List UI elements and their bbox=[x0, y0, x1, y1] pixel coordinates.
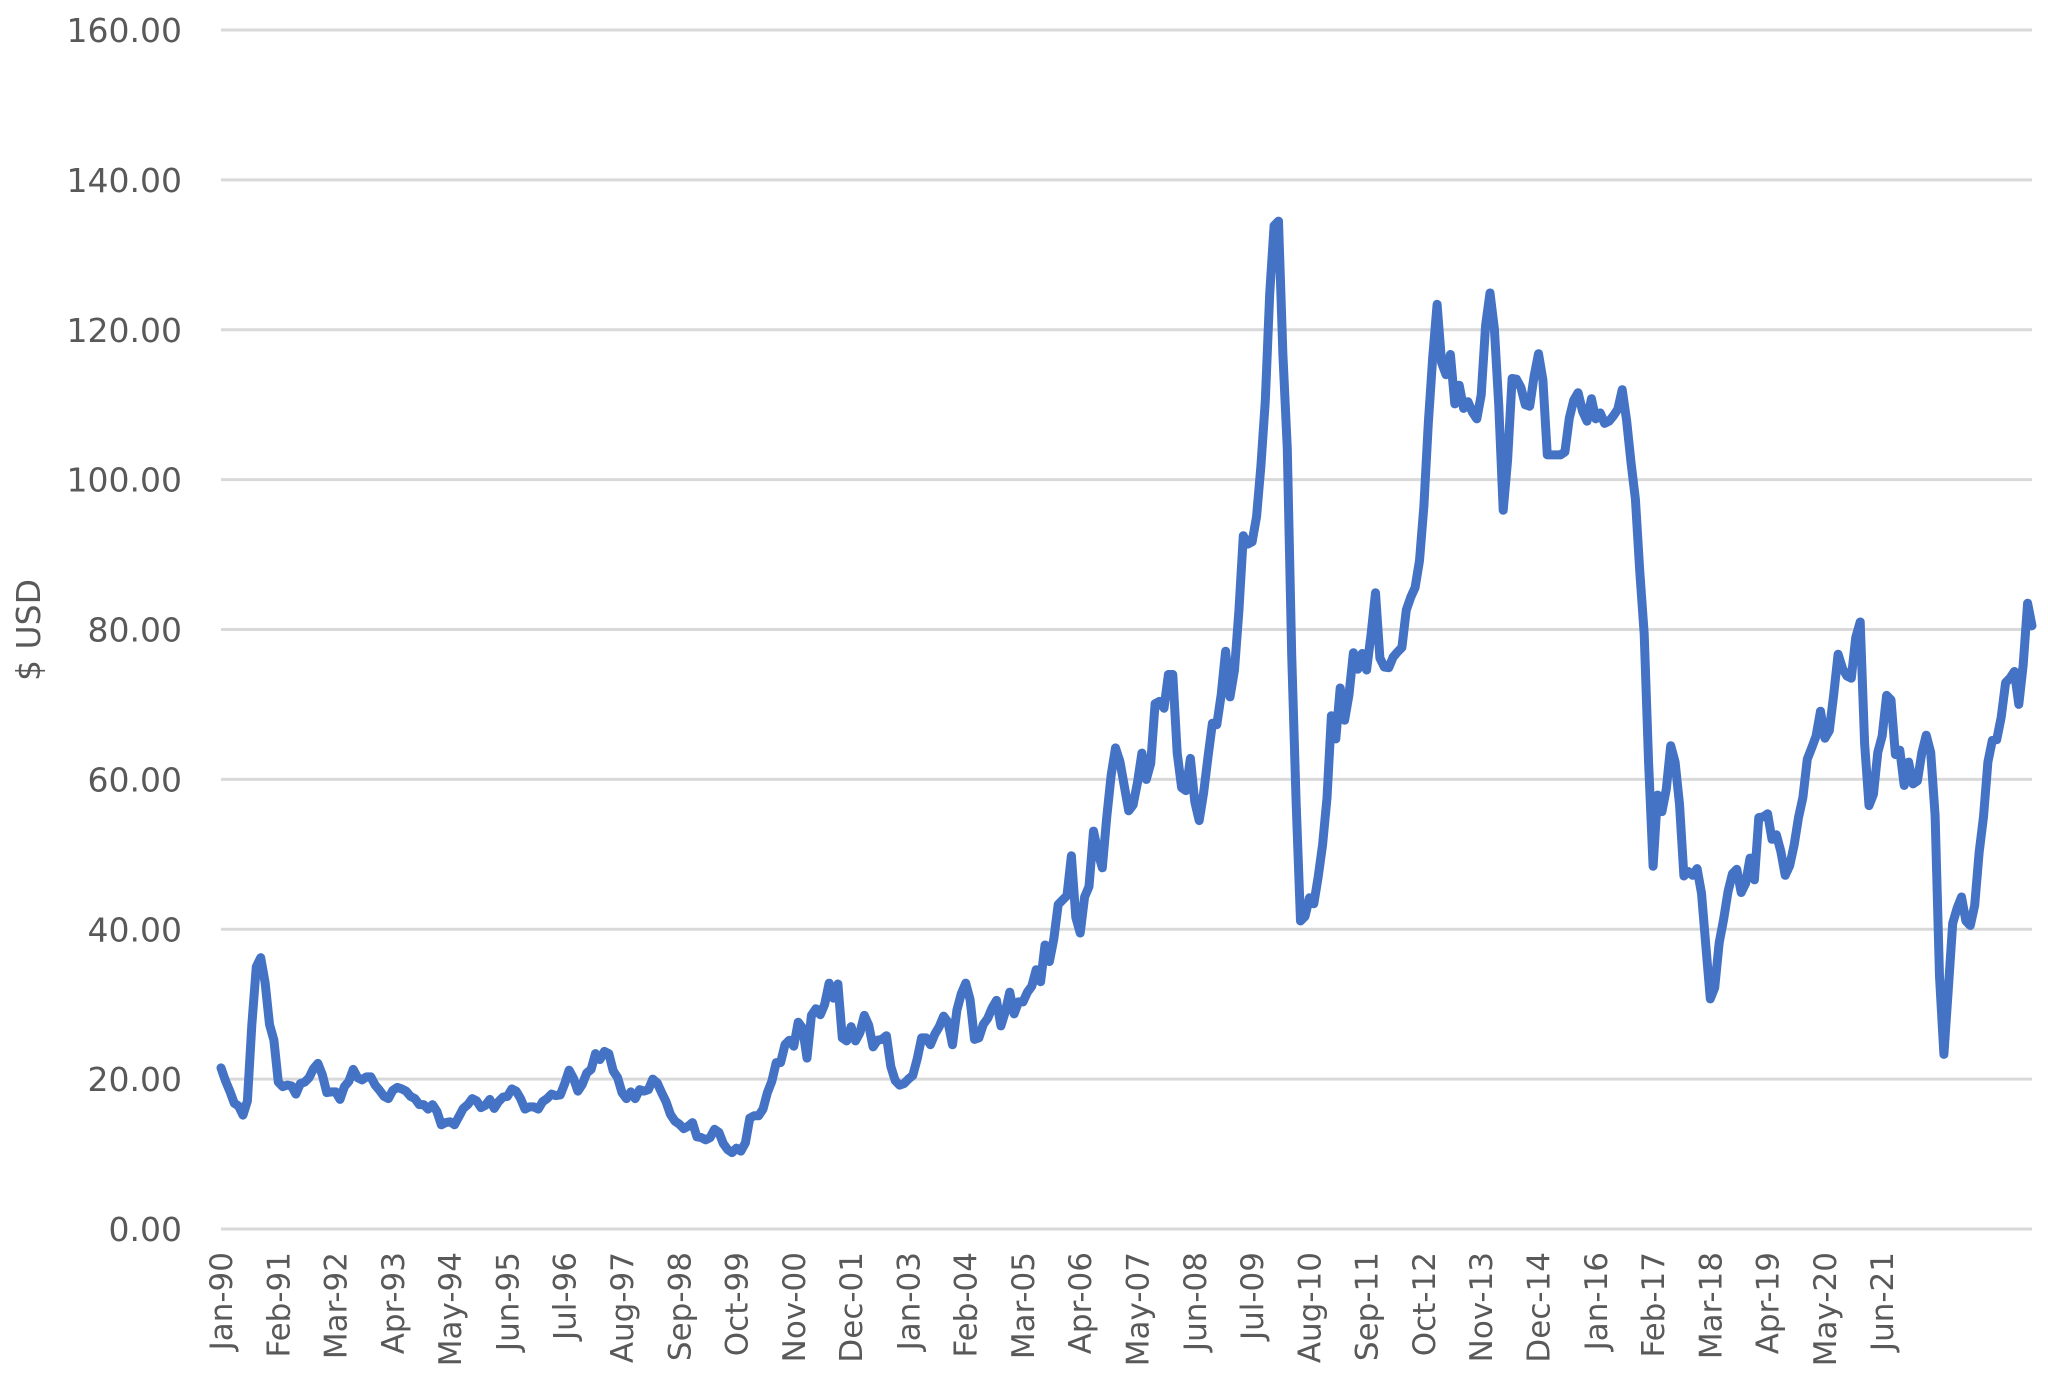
x-tick-label: Jun-08 bbox=[1178, 1252, 1214, 1353]
x-tick-label: Mar-18 bbox=[1693, 1252, 1729, 1359]
x-tick-label: Oct-12 bbox=[1407, 1252, 1443, 1356]
y-tick-label: 80.00 bbox=[88, 611, 182, 650]
x-tick-label: Feb-04 bbox=[949, 1252, 985, 1358]
x-tick-label: May-20 bbox=[1808, 1252, 1844, 1366]
y-tick-label: 160.00 bbox=[67, 11, 182, 50]
x-tick-label: Jan-90 bbox=[204, 1252, 240, 1352]
x-tick-label: Aug-97 bbox=[605, 1252, 641, 1363]
y-tick-label: 120.00 bbox=[67, 311, 182, 350]
x-tick-label: Apr-93 bbox=[376, 1252, 412, 1354]
x-tick-label: Jul-96 bbox=[548, 1252, 584, 1342]
gridlines bbox=[221, 28, 2032, 1231]
y-tick-label: 0.00 bbox=[109, 1210, 182, 1249]
x-tick-label: Jun-95 bbox=[490, 1252, 526, 1353]
x-tick-label: Sep-98 bbox=[662, 1252, 698, 1361]
y-tick-label: 100.00 bbox=[67, 461, 182, 500]
x-tick-label: Aug-10 bbox=[1292, 1252, 1328, 1363]
x-tick-label: May-94 bbox=[433, 1252, 469, 1366]
x-tick-label: Dec-01 bbox=[834, 1252, 870, 1363]
y-axis-title: $ USD bbox=[9, 579, 48, 681]
y-axis-tick-labels: 0.00 20.00 40.00 60.00 80.00 100.00 120.00 140.… bbox=[67, 11, 182, 1249]
x-tick-label: Jun-21 bbox=[1865, 1252, 1901, 1353]
x-tick-label: Oct-99 bbox=[720, 1252, 756, 1356]
x-tick-label: May-07 bbox=[1121, 1252, 1157, 1366]
x-tick-label: Apr-19 bbox=[1751, 1252, 1787, 1354]
y-tick-label: 140.00 bbox=[67, 161, 182, 200]
y-tick-label: 20.00 bbox=[88, 1060, 182, 1099]
x-tick-label: Jul-09 bbox=[1235, 1252, 1271, 1342]
x-tick-label: Mar-92 bbox=[319, 1252, 355, 1359]
x-axis-tick-labels: Jan-90 Feb-91 Mar-92 Apr-93 May-94 Jun-95 Jul-… bbox=[204, 1252, 1901, 1366]
x-tick-label: Nov-13 bbox=[1464, 1252, 1500, 1362]
x-tick-label: Mar-05 bbox=[1006, 1252, 1042, 1359]
x-tick-label: Sep-11 bbox=[1350, 1252, 1386, 1361]
price-series-line bbox=[216, 216, 2037, 1158]
x-tick-label: Feb-91 bbox=[261, 1252, 297, 1358]
x-tick-label: Feb-17 bbox=[1636, 1252, 1672, 1358]
x-tick-label: Nov-00 bbox=[777, 1252, 813, 1362]
x-tick-label: Jan-03 bbox=[891, 1252, 927, 1352]
x-tick-label: Dec-14 bbox=[1521, 1252, 1557, 1363]
x-tick-label: Jan-16 bbox=[1579, 1252, 1615, 1352]
x-tick-label: Apr-06 bbox=[1063, 1252, 1099, 1354]
y-tick-label: 40.00 bbox=[88, 910, 182, 949]
y-tick-label: 60.00 bbox=[88, 760, 182, 799]
